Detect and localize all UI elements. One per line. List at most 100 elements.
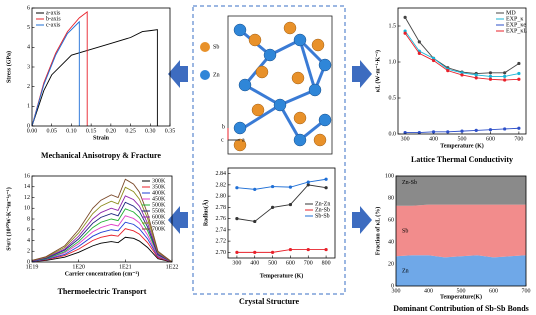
point <box>235 217 238 220</box>
x-tick-label: 1E22 <box>166 264 179 270</box>
arrow-right <box>352 206 372 234</box>
x-tick-label: 600 <box>489 288 498 294</box>
y-axis-label: κL (W·m⁻¹·K⁻¹) <box>374 50 381 92</box>
x-axis-label: Strain <box>93 135 110 141</box>
axis-label: c <box>221 137 224 143</box>
point <box>418 52 421 55</box>
point <box>271 251 274 254</box>
x-tick-label: 300 <box>232 260 241 266</box>
legend-label: c-axis <box>46 22 61 28</box>
x-tick-label: 700 <box>514 136 523 142</box>
x-axis-label: Temperature(K) <box>440 293 482 300</box>
y-tick-label: 1 <box>27 104 30 110</box>
point <box>324 178 327 181</box>
point <box>418 40 421 43</box>
point <box>289 248 292 251</box>
area-label: Zn <box>402 269 409 275</box>
caption: Crystal Structure <box>239 297 300 306</box>
arrow-left <box>168 206 188 234</box>
point <box>432 130 435 133</box>
point <box>307 180 310 183</box>
point <box>503 71 506 74</box>
y-tick-label: 5 <box>27 25 30 31</box>
caption: Dominant Contribution of Sb-Sb Bonds <box>393 304 529 313</box>
y-tick-label: 16 <box>24 173 30 179</box>
x-tick-label: 400 <box>429 136 438 142</box>
crystal-structure: Sb Zn b c a <box>200 16 332 154</box>
x-tick-label: 0.15 <box>86 128 97 134</box>
y-axis-label: Fraction of κL (%) <box>374 207 381 256</box>
x-tick-label: 700 <box>522 288 531 294</box>
line <box>237 179 326 189</box>
axis-label: b <box>222 124 225 130</box>
y-tick-label: 2 <box>27 84 30 90</box>
x-tick-label: 0.05 <box>46 128 57 134</box>
point <box>489 75 492 78</box>
y-tick-label: 2.80 <box>216 194 227 200</box>
x-tick-label: 800 <box>322 260 331 266</box>
x-tick-label: 400 <box>424 288 433 294</box>
area <box>396 255 526 286</box>
point <box>517 127 520 130</box>
legend-swatch <box>200 42 210 52</box>
point <box>475 76 478 79</box>
y-tick-label: 40 <box>388 239 394 245</box>
point <box>253 188 256 191</box>
point <box>307 183 310 186</box>
legend-label: Sb <box>213 44 219 50</box>
y-tick-label: 2.70 <box>216 250 227 256</box>
point <box>446 69 449 72</box>
legend-label: Sb-Sb <box>315 213 330 219</box>
x-tick-label: 0.25 <box>125 128 136 134</box>
point <box>253 251 256 254</box>
line <box>405 31 519 76</box>
figure: Sb Zn b c a Crystal Structure 0.000.050.… <box>0 0 536 315</box>
point <box>235 251 238 254</box>
point <box>489 78 492 81</box>
legend-label: 700K <box>152 226 166 232</box>
y-tick-label: 8 <box>27 216 30 222</box>
point <box>289 203 292 206</box>
y-tick-label: 0.5 <box>389 95 397 101</box>
point <box>489 128 492 131</box>
y-tick-label: 6 <box>27 227 30 233</box>
arrow-right <box>352 60 372 88</box>
y-tick-label: 0 <box>391 283 394 289</box>
x-tick-label: 500 <box>458 136 467 142</box>
caption: Lattice Thermal Conductivity <box>411 155 513 164</box>
y-tick-label: 2.74 <box>216 227 227 233</box>
point <box>253 220 256 223</box>
x-tick-label: 300 <box>401 136 410 142</box>
y-tick-label: 20 <box>388 261 394 267</box>
area-label: Sb <box>402 228 408 234</box>
y-tick-label: 2 <box>27 249 30 255</box>
y-axis-label: Radius(Å) <box>201 200 209 226</box>
x-axis-label: Carrier concentration (cm⁻³) <box>65 270 140 277</box>
point <box>404 16 407 19</box>
point <box>503 75 506 78</box>
point <box>517 72 520 75</box>
legend-label: Zn <box>213 72 220 78</box>
point <box>324 248 327 251</box>
y-tick-label: 100 <box>385 173 394 179</box>
x-tick-label: 700 <box>304 260 313 266</box>
caption: Mechanical Anisotropy & Fracture <box>41 151 161 160</box>
x-tick-label: 1E20 <box>72 264 85 270</box>
point <box>432 59 435 62</box>
x-tick-label: 0.20 <box>106 128 117 134</box>
arrow-left <box>168 60 188 88</box>
y-tick-label: 6 <box>27 5 30 11</box>
y-axis-label: S²σ/τ (10¹⁰W·K⁻²m⁻¹s⁻¹) <box>5 187 12 250</box>
point <box>489 71 492 74</box>
x-tick-label: 400 <box>250 260 259 266</box>
area <box>396 205 526 258</box>
y-tick-label: 12 <box>24 195 30 201</box>
point <box>503 127 506 130</box>
y-tick-label: 10 <box>24 206 30 212</box>
area-label: Zn-Sb <box>402 180 417 186</box>
point <box>324 186 327 189</box>
point <box>307 248 310 251</box>
point <box>517 62 520 65</box>
point <box>460 73 463 76</box>
legend-label: EXP_κL <box>506 28 527 34</box>
